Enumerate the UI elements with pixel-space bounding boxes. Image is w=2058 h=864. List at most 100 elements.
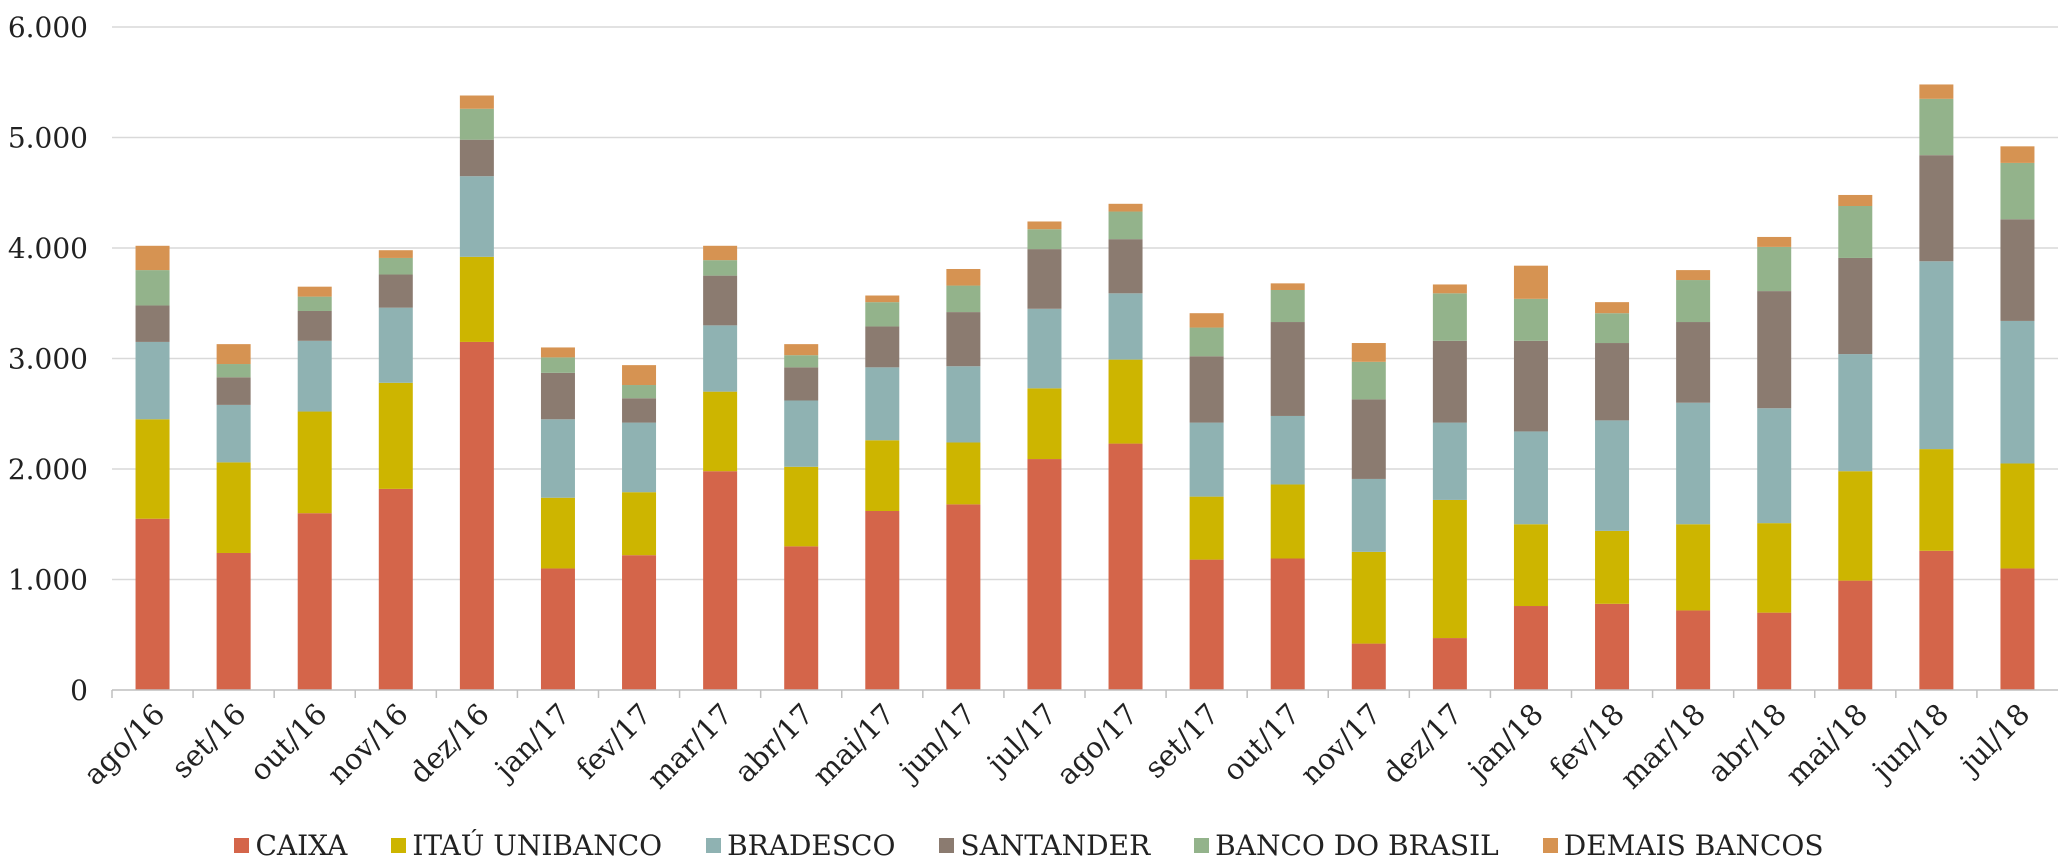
bar-segment-bradesco xyxy=(865,367,900,441)
bar-segment-santander xyxy=(1432,340,1467,423)
bar-segment-ita-unibanco xyxy=(297,411,332,514)
bar-segment-caixa xyxy=(1108,443,1143,690)
bar-segment-caixa xyxy=(297,513,332,690)
bar-segment-banco-do-brasil xyxy=(1838,206,1873,258)
x-tick-label: jun/18 xyxy=(1863,697,1955,789)
bar-segment-demais-bancos xyxy=(784,344,819,356)
bar-segment-santander xyxy=(1108,239,1143,294)
bar-segment-santander xyxy=(1676,322,1711,403)
bar-segment-ita-unibanco xyxy=(378,382,413,489)
bar-segment-ita-unibanco xyxy=(540,497,575,569)
legend-item: CAIXA xyxy=(234,829,347,862)
bar-segment-bradesco xyxy=(1838,354,1873,472)
bar-segment-bradesco xyxy=(216,404,251,463)
y-tick-label: 6.000 xyxy=(8,11,88,44)
bar-segment-demais-bancos xyxy=(1027,221,1062,230)
bar-segment-ita-unibanco xyxy=(622,492,657,556)
bar-segment-ita-unibanco xyxy=(1838,471,1873,581)
bar-segment-ita-unibanco xyxy=(216,462,251,553)
bar-segment-ita-unibanco xyxy=(1351,551,1386,644)
bar-segment-caixa xyxy=(703,471,738,690)
bar-segment-santander xyxy=(946,312,981,367)
x-tick-label: set/16 xyxy=(165,697,253,785)
x-tick-label: out/16 xyxy=(243,697,334,788)
bar-segment-ita-unibanco xyxy=(1270,484,1305,559)
bar-segment-demais-bancos xyxy=(378,250,413,258)
bar-segment-demais-bancos xyxy=(703,245,738,261)
bar-segment-banco-do-brasil xyxy=(1189,327,1224,357)
x-tick-label: nov/17 xyxy=(1294,697,1388,791)
bar-segment-bradesco xyxy=(1432,422,1467,500)
legend-label: ITAÚ UNIBANCO xyxy=(412,828,663,862)
bar-segment-bradesco xyxy=(1189,422,1224,497)
bar-segment-santander xyxy=(1757,291,1792,409)
bar-segment-bradesco xyxy=(622,422,657,493)
legend-label: BANCO DO BRASIL xyxy=(1215,828,1499,862)
bar-segment-bradesco xyxy=(1757,408,1792,524)
bar-segment-bradesco xyxy=(378,307,413,383)
x-tick-label: jan/17 xyxy=(486,697,577,788)
bar-segment-santander xyxy=(378,274,413,308)
bar-segment-caixa xyxy=(946,504,981,690)
bar-segment-demais-bancos xyxy=(2000,146,2035,163)
bar-segment-santander xyxy=(1838,257,1873,355)
bar-segment-ita-unibanco xyxy=(459,256,494,342)
bar-segment-bradesco xyxy=(1351,478,1386,552)
bar-segment-demais-bancos xyxy=(1919,84,1954,99)
x-tick-label: mar/17 xyxy=(641,697,740,796)
legend-label: SANTANDER xyxy=(960,828,1151,862)
x-tick-label: nov/16 xyxy=(321,697,415,791)
bar-segment-santander xyxy=(1513,340,1548,432)
bar-segment-santander xyxy=(135,305,170,342)
legend-item: DEMAIS BANCOS xyxy=(1542,829,1824,862)
bar-segment-caixa xyxy=(1757,612,1792,690)
legend-swatch xyxy=(391,837,407,853)
bar-segment-caixa xyxy=(784,546,819,690)
bar-segment-bradesco xyxy=(1919,261,1954,450)
bar-segment-bradesco xyxy=(1108,293,1143,360)
bar-segment-banco-do-brasil xyxy=(1676,280,1711,323)
legend-item: ITAÚ UNIBANCO xyxy=(391,829,662,862)
bar-segment-banco-do-brasil xyxy=(2000,162,2035,220)
x-axis-ticks: ago/16set/16out/16nov/16dez/16jan/17fev/… xyxy=(77,690,2036,796)
bar-segment-bradesco xyxy=(459,176,494,257)
bar-segment-demais-bancos xyxy=(216,344,251,365)
bar-segment-bradesco xyxy=(135,341,170,420)
x-tick-label: dez/17 xyxy=(1376,697,1469,790)
bar-segment-demais-bancos xyxy=(1270,283,1305,290)
bar-segment-banco-do-brasil xyxy=(135,270,170,306)
bar-segment-demais-bancos xyxy=(1838,194,1873,207)
bar-segment-caixa xyxy=(216,552,251,690)
x-tick-label: mar/18 xyxy=(1614,697,1713,796)
bar-segment-santander xyxy=(540,372,575,420)
x-tick-label: jan/18 xyxy=(1459,697,1550,788)
bar-segment-santander xyxy=(622,398,657,423)
bar-segment-bradesco xyxy=(1676,402,1711,525)
bar-segment-demais-bancos xyxy=(622,365,657,386)
bar-segment-caixa xyxy=(1189,559,1224,690)
x-tick-label: jun/17 xyxy=(890,697,982,789)
bar-segment-caixa xyxy=(865,510,900,690)
bar-segment-demais-bancos xyxy=(297,286,332,297)
legend-item: BRADESCO xyxy=(706,829,895,862)
bar-segment-ita-unibanco xyxy=(865,440,900,511)
bar-segment-demais-bancos xyxy=(459,95,494,109)
bars xyxy=(135,84,2035,690)
bar-segment-santander xyxy=(2000,219,2035,321)
legend: CAIXA ITAÚ UNIBANCO BRADESCO SANTANDER BANCO… xyxy=(0,828,2058,862)
x-tick-label: jul/18 xyxy=(1951,697,2036,782)
bar-segment-ita-unibanco xyxy=(946,442,981,505)
bar-segment-bradesco xyxy=(1513,431,1548,525)
bar-segment-banco-do-brasil xyxy=(459,108,494,140)
bar-segment-demais-bancos xyxy=(540,347,575,358)
bar-segment-banco-do-brasil xyxy=(297,296,332,311)
gridlines xyxy=(112,26,2058,581)
bar-segment-santander xyxy=(1270,322,1305,416)
x-tick-label: set/17 xyxy=(1138,697,1226,785)
x-tick-label: out/17 xyxy=(1216,697,1307,788)
bar-segment-santander xyxy=(1351,399,1386,479)
bar-segment-caixa xyxy=(1595,603,1630,690)
legend-item: SANTANDER xyxy=(939,829,1150,862)
bar-segment-bradesco xyxy=(540,419,575,498)
